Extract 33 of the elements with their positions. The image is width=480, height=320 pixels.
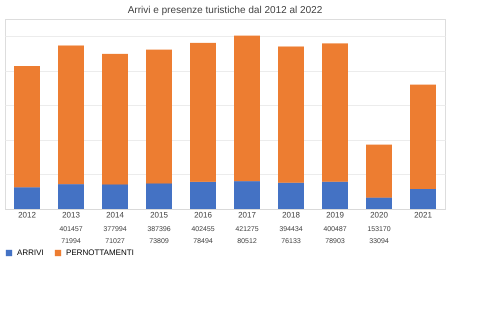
bar xyxy=(278,182,304,209)
x-tick-label: 2020 xyxy=(370,210,388,220)
legend-label: ARRIVI xyxy=(17,248,44,257)
x-tick-label: 2013 xyxy=(62,210,80,220)
bar xyxy=(410,84,436,189)
bar xyxy=(366,144,392,198)
x-tick-label: 2012 xyxy=(18,210,36,220)
bar xyxy=(102,184,128,209)
bar xyxy=(146,184,172,209)
bar xyxy=(234,181,260,209)
x-tick-label: 2019 xyxy=(326,210,344,220)
x-tick-label: 2017 xyxy=(238,210,256,220)
bar xyxy=(58,184,84,209)
bar xyxy=(14,66,40,188)
bar xyxy=(366,198,392,209)
bar xyxy=(322,43,348,182)
legend-label: PERNOTTAMENTI xyxy=(66,248,134,257)
chart-title: Arrivi e presenze turistiche dal 2012 al 2022 xyxy=(128,5,323,16)
bar xyxy=(102,54,128,184)
bar xyxy=(190,42,216,182)
bar xyxy=(146,50,172,184)
bar xyxy=(190,182,216,209)
x-tick-label: 2018 xyxy=(282,210,300,220)
bar xyxy=(14,187,40,209)
bar xyxy=(58,45,84,184)
x-tick-label: 2015 xyxy=(150,210,168,220)
bar xyxy=(234,36,260,182)
x-tick-label: 2014 xyxy=(106,210,124,220)
bar xyxy=(278,46,304,183)
bar xyxy=(322,182,348,209)
x-tick-label: 2021 xyxy=(414,210,432,220)
bar xyxy=(410,188,436,209)
x-tick-label: 2016 xyxy=(194,210,212,220)
